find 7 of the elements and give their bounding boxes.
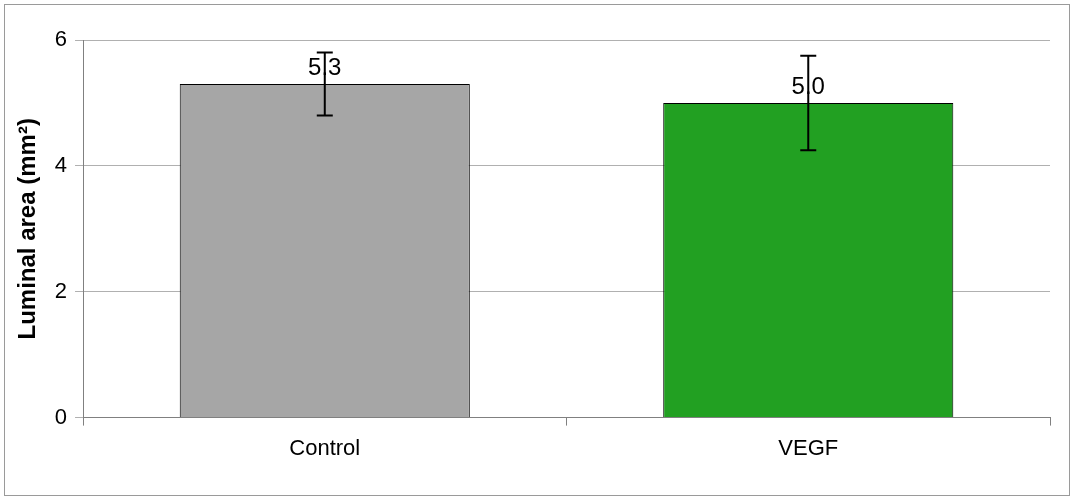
y-axis-title: Luminal area (mm²) <box>13 118 41 340</box>
y-tick-label: 4 <box>54 151 68 177</box>
y-tick-label: 2 <box>54 277 68 303</box>
x-tick-label: VEGF <box>778 434 839 460</box>
y-tick-label: 0 <box>54 403 68 429</box>
x-tick-label: Control <box>289 434 361 460</box>
y-tick-label: 6 <box>54 26 68 52</box>
